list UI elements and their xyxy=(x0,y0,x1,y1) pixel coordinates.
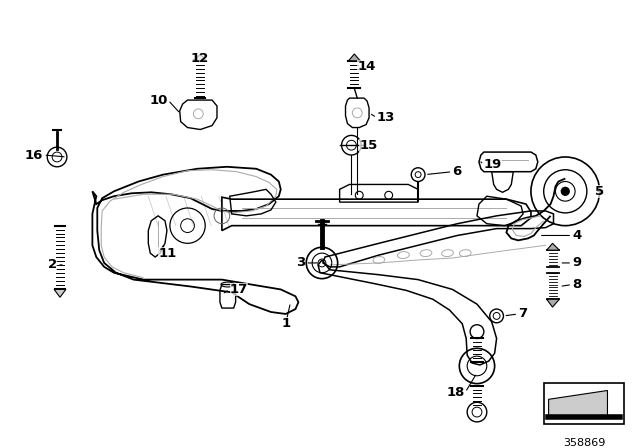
Text: 15: 15 xyxy=(359,139,378,152)
Text: 1: 1 xyxy=(281,317,290,330)
Text: 7: 7 xyxy=(518,307,527,320)
Text: 11: 11 xyxy=(158,247,177,260)
Polygon shape xyxy=(348,54,360,61)
Text: 8: 8 xyxy=(572,278,581,291)
Polygon shape xyxy=(547,299,559,307)
Text: 4: 4 xyxy=(572,229,581,242)
Text: 17: 17 xyxy=(230,283,248,296)
Text: 12: 12 xyxy=(191,52,209,65)
Polygon shape xyxy=(54,289,66,297)
Circle shape xyxy=(561,187,569,195)
Bar xyxy=(544,383,624,424)
Text: 18: 18 xyxy=(447,386,465,399)
Polygon shape xyxy=(548,391,607,416)
Text: 14: 14 xyxy=(357,60,376,73)
Text: 19: 19 xyxy=(484,158,502,171)
Polygon shape xyxy=(195,54,206,61)
Polygon shape xyxy=(547,243,559,250)
Text: 13: 13 xyxy=(377,111,396,124)
Text: 5: 5 xyxy=(595,185,604,198)
Text: 9: 9 xyxy=(572,256,581,269)
Text: 2: 2 xyxy=(48,258,57,271)
Text: 3: 3 xyxy=(296,256,305,269)
Text: 16: 16 xyxy=(25,149,44,162)
Text: 10: 10 xyxy=(150,94,168,107)
Text: 358869: 358869 xyxy=(563,438,605,448)
Text: 6: 6 xyxy=(452,165,461,178)
